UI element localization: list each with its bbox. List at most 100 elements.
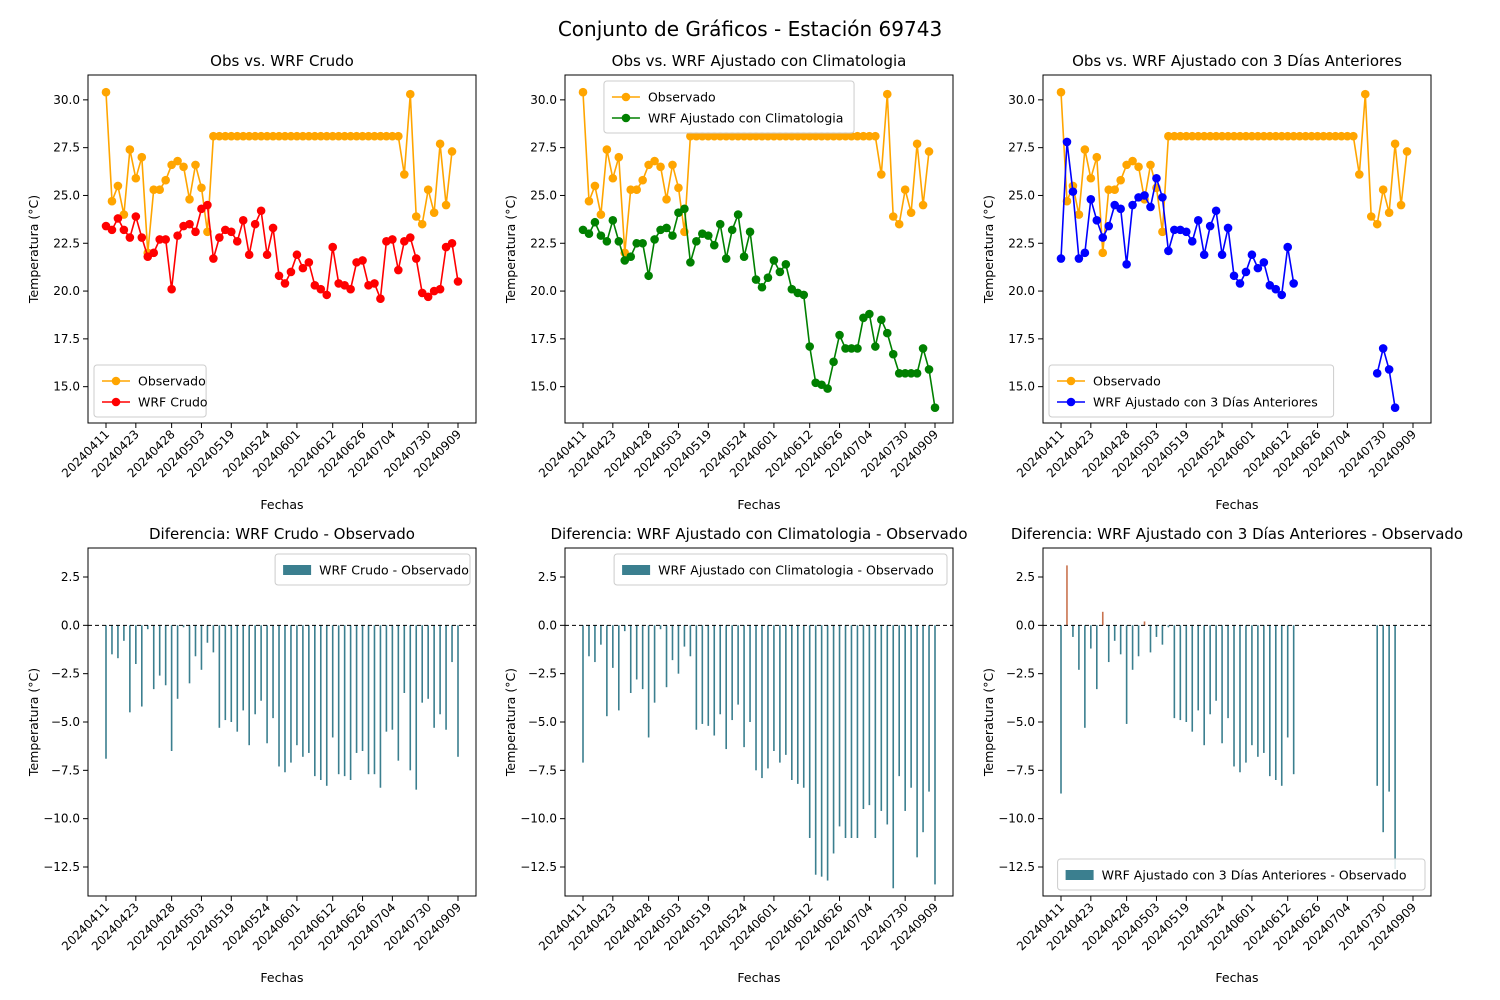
data-point bbox=[370, 279, 379, 288]
bar bbox=[379, 625, 382, 788]
data-point bbox=[394, 131, 403, 141]
data-point bbox=[304, 258, 314, 267]
bar bbox=[1161, 625, 1164, 645]
y-tick-label: 20.0 bbox=[530, 284, 557, 298]
data-point bbox=[668, 231, 677, 240]
bar bbox=[773, 625, 775, 751]
data-point bbox=[686, 258, 695, 267]
bar bbox=[802, 625, 805, 788]
data-point bbox=[871, 131, 880, 141]
data-point bbox=[1253, 263, 1263, 273]
bar bbox=[1060, 625, 1062, 794]
data-point bbox=[1349, 131, 1358, 141]
data-point bbox=[578, 87, 588, 97]
bar bbox=[1245, 625, 1247, 763]
bar bbox=[820, 625, 823, 877]
bar bbox=[361, 625, 364, 751]
data-point bbox=[173, 231, 182, 240]
data-point bbox=[1229, 131, 1239, 141]
data-point bbox=[1283, 131, 1293, 141]
bar bbox=[421, 625, 424, 703]
data-point bbox=[1164, 131, 1173, 141]
legend-swatch-marker bbox=[1066, 376, 1076, 386]
data-point bbox=[1211, 206, 1221, 216]
data-point bbox=[340, 131, 349, 141]
data-point bbox=[161, 175, 170, 185]
data-point bbox=[757, 282, 767, 292]
data-point bbox=[280, 131, 290, 141]
data-point bbox=[447, 238, 457, 248]
y-tick-label: −2.5 bbox=[51, 667, 80, 681]
data-point bbox=[179, 162, 188, 172]
y-tick-label: 27.5 bbox=[1008, 141, 1035, 155]
data-point bbox=[1343, 131, 1352, 141]
bar bbox=[922, 625, 924, 833]
data-point bbox=[232, 131, 242, 141]
data-point bbox=[209, 254, 218, 263]
data-point bbox=[1181, 227, 1191, 237]
data-point bbox=[781, 131, 791, 141]
data-point bbox=[847, 344, 856, 353]
y-tick-label: −12.5 bbox=[520, 860, 557, 874]
bar bbox=[653, 625, 656, 703]
bar bbox=[1269, 625, 1271, 777]
bar bbox=[278, 625, 280, 767]
bar bbox=[898, 625, 901, 777]
y-tick-label: −2.5 bbox=[528, 667, 557, 681]
data-point bbox=[429, 208, 439, 217]
bar bbox=[767, 625, 769, 769]
y-tick-label: −2.5 bbox=[1006, 667, 1035, 681]
data-point bbox=[1384, 208, 1394, 217]
data-point bbox=[745, 227, 755, 237]
bar bbox=[892, 625, 895, 889]
data-point bbox=[1086, 194, 1096, 204]
data-point bbox=[1259, 258, 1269, 267]
data-point bbox=[805, 342, 815, 351]
data-point bbox=[107, 225, 117, 235]
data-point bbox=[614, 152, 624, 162]
bar bbox=[1239, 625, 1241, 773]
data-point bbox=[280, 279, 290, 288]
data-point bbox=[823, 384, 832, 393]
data-point bbox=[221, 131, 230, 141]
bar bbox=[1209, 625, 1211, 715]
y-tick-label: −10.0 bbox=[998, 812, 1035, 826]
data-point bbox=[262, 250, 272, 260]
bar bbox=[308, 625, 310, 753]
data-point bbox=[250, 219, 260, 229]
legend-label: WRF Crudo - Observado bbox=[319, 563, 469, 578]
bar bbox=[1137, 625, 1140, 657]
bar bbox=[1376, 625, 1379, 786]
bar bbox=[1078, 625, 1080, 670]
bar bbox=[164, 625, 167, 686]
data-point bbox=[656, 162, 665, 172]
data-point bbox=[674, 183, 683, 193]
data-point bbox=[1098, 233, 1108, 242]
data-point bbox=[835, 330, 844, 340]
data-point bbox=[584, 229, 594, 239]
data-point bbox=[1104, 221, 1114, 231]
y-axis-label: Temperatura (°C) bbox=[26, 195, 41, 304]
y-tick-label: 20.0 bbox=[1008, 284, 1035, 298]
data-point bbox=[298, 263, 308, 273]
chart-panel-6: Diferencia: WRF Ajustado con 3 Días Ante… bbox=[981, 525, 1463, 985]
data-point bbox=[918, 200, 928, 210]
data-point bbox=[382, 131, 391, 141]
bar bbox=[182, 625, 185, 628]
data-point bbox=[423, 292, 433, 302]
y-tick-label: 30.0 bbox=[1008, 93, 1035, 107]
y-axis-label: Temperatura (°C) bbox=[503, 668, 518, 777]
bar bbox=[302, 625, 304, 757]
bar bbox=[928, 625, 930, 792]
bar bbox=[588, 625, 590, 657]
bar bbox=[1191, 625, 1194, 732]
bar bbox=[319, 625, 322, 780]
data-point bbox=[739, 131, 749, 141]
bar bbox=[1215, 625, 1217, 701]
data-point bbox=[668, 160, 677, 170]
bar bbox=[1149, 625, 1152, 653]
bar bbox=[838, 625, 841, 827]
bar bbox=[1072, 625, 1074, 637]
bar bbox=[260, 625, 262, 701]
data-point bbox=[453, 277, 463, 286]
